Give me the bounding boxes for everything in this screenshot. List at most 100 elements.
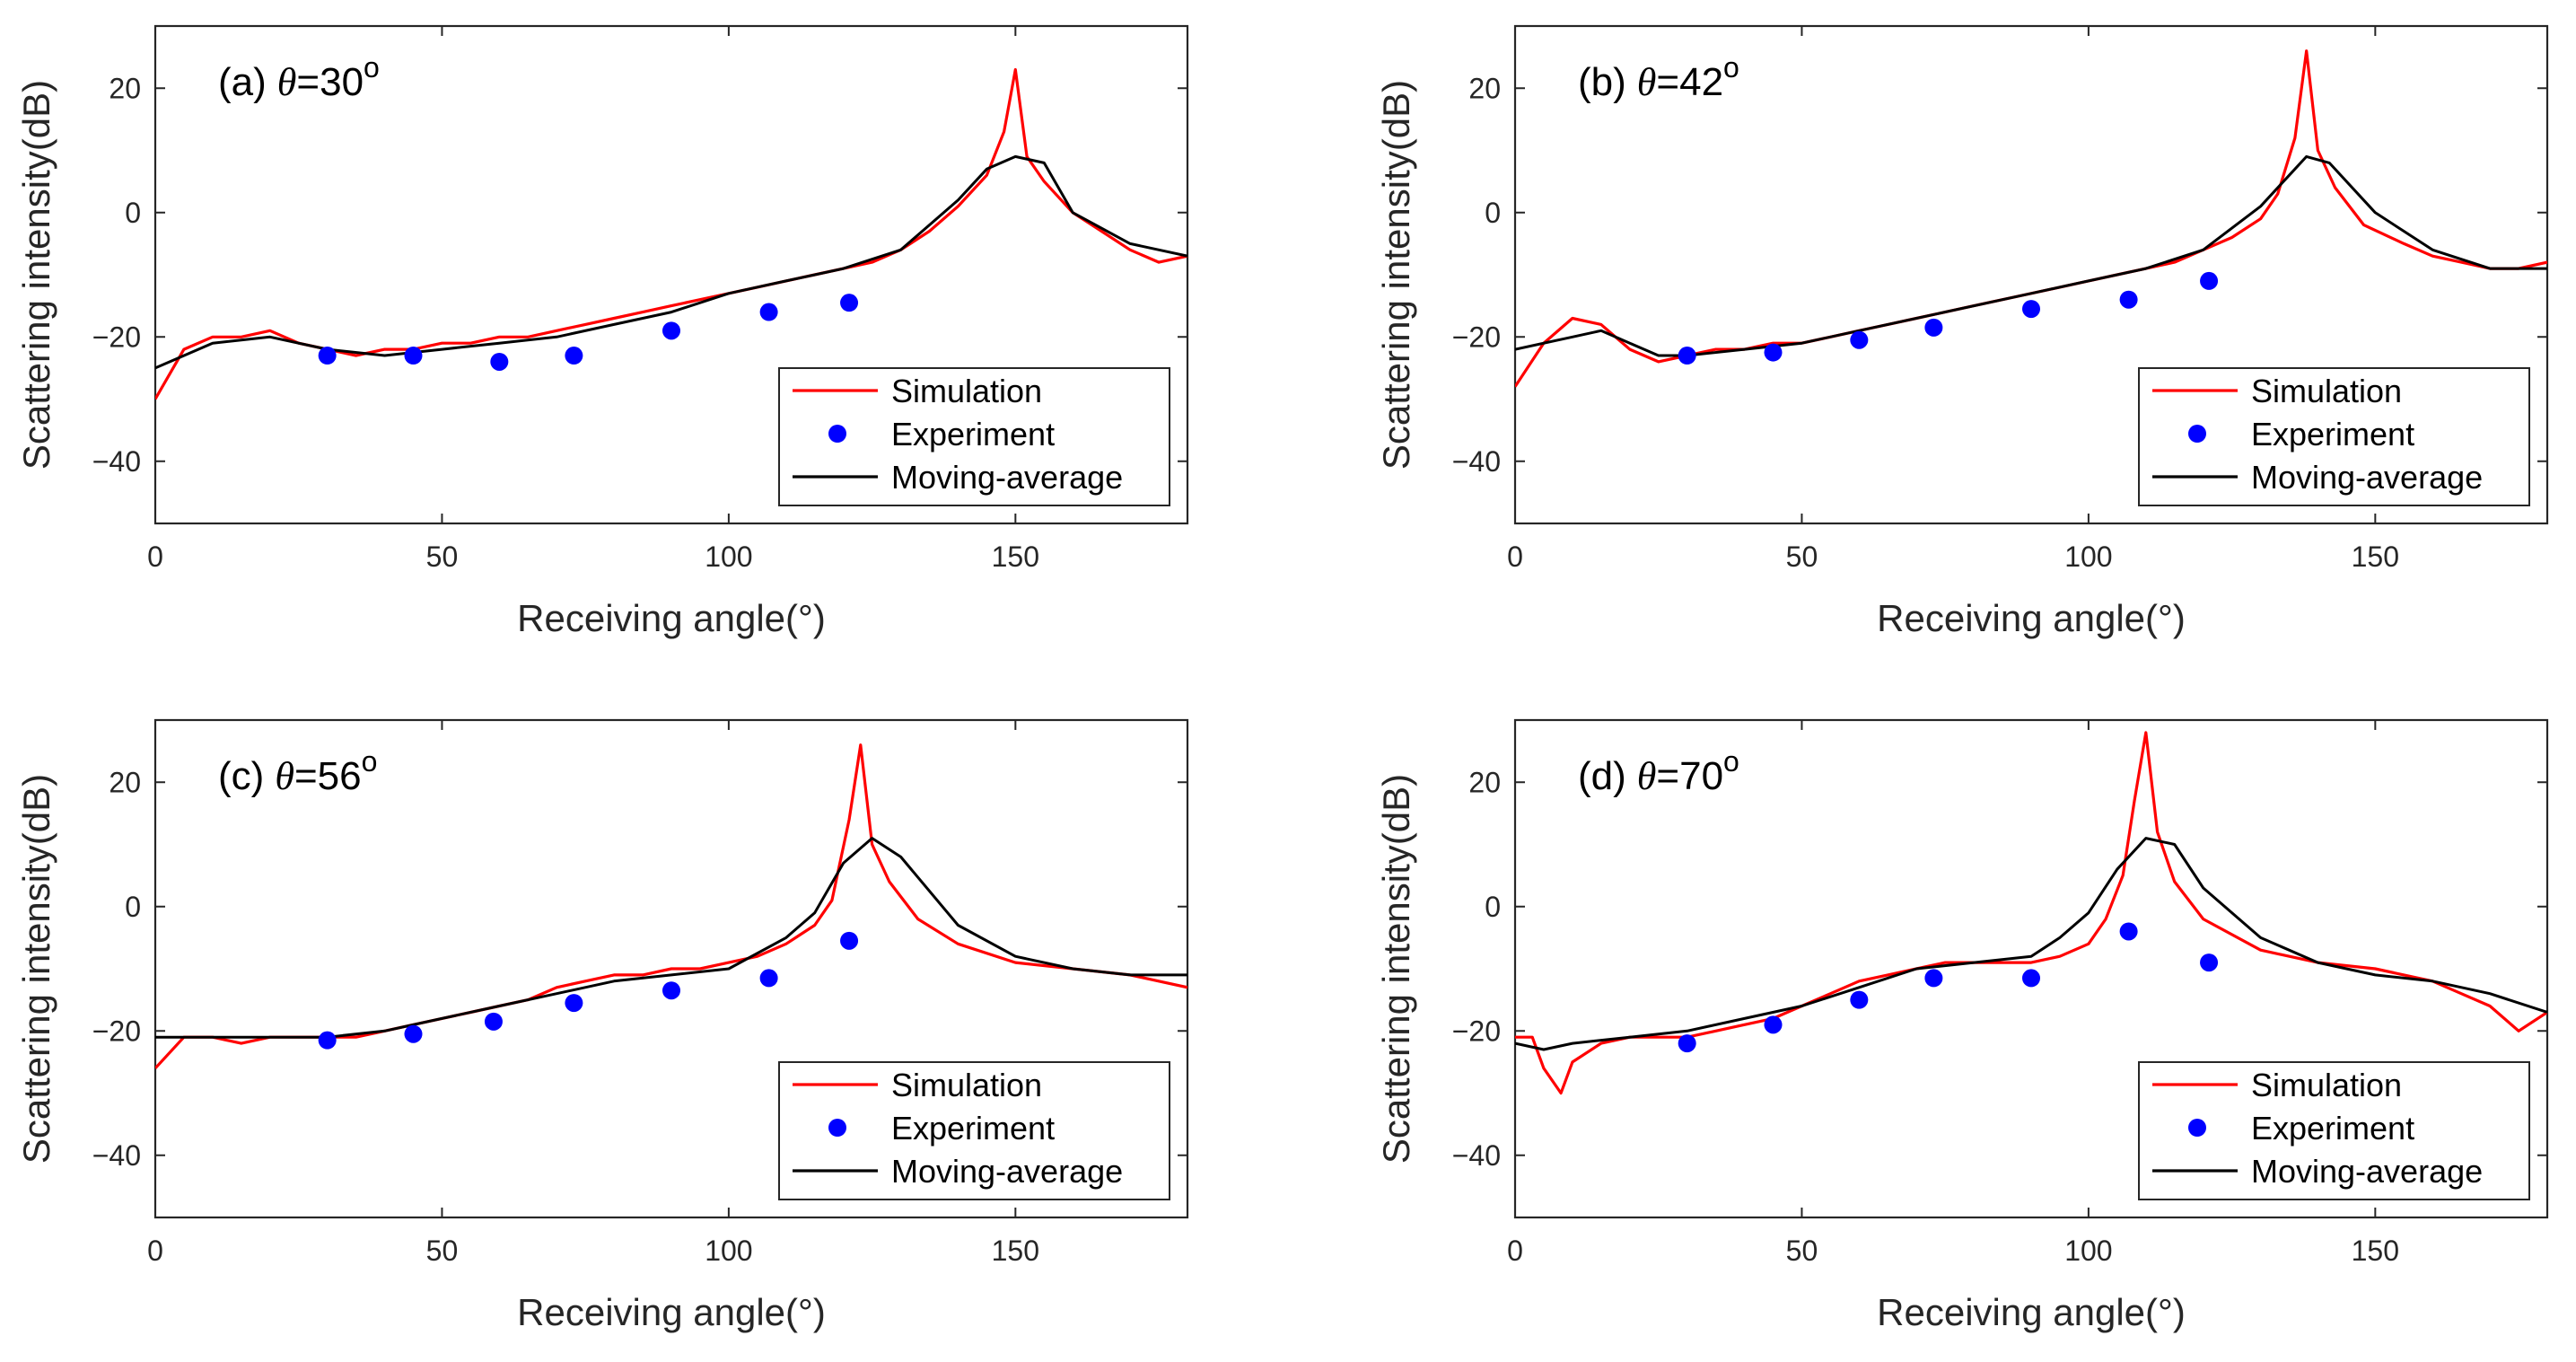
legend-entry-label: Moving-average — [2251, 459, 2483, 496]
experiment-point — [565, 347, 583, 365]
theta-value: =56 — [294, 754, 362, 798]
panel-title: (c) θ=56o — [218, 745, 377, 798]
experiment-point — [1850, 330, 1869, 349]
legend-marker-experiment — [828, 425, 846, 443]
y-tick-label: −20 — [92, 321, 141, 353]
y-axis-label: Scattering intensity(dB) — [15, 80, 57, 470]
y-tick-label: 0 — [125, 197, 141, 229]
x-tick-label: 0 — [147, 1235, 163, 1267]
experiment-point — [1924, 318, 1943, 337]
x-tick-label: 0 — [1507, 1235, 1523, 1267]
moving-average-series-line — [155, 154, 1187, 370]
experiment-point — [404, 1024, 423, 1043]
x-tick-label: 0 — [147, 540, 163, 573]
moving-average-series-line — [155, 837, 1187, 1039]
experiment-point — [565, 994, 583, 1013]
legend: Simulation Experiment Moving-average — [2138, 1061, 2530, 1200]
panel-label: (c) — [218, 754, 264, 798]
x-tick-label: 100 — [2064, 1235, 2112, 1267]
experiment-point — [1924, 969, 1943, 988]
experiment-point — [318, 347, 337, 365]
x-axis-label: Receiving angle(°) — [1877, 1291, 2186, 1333]
legend-entry-label: Moving-average — [891, 1153, 1123, 1190]
x-tick-label: 50 — [1786, 540, 1818, 573]
legend: Simulation Experiment Moving-average — [778, 1061, 1170, 1200]
x-tick-label: 100 — [705, 540, 752, 573]
x-tick-label: 150 — [992, 1235, 1039, 1267]
x-axis-label: Receiving angle(°) — [517, 597, 826, 639]
plot-area — [155, 67, 1187, 400]
theta-value: =42 — [1656, 60, 1723, 104]
x-tick-label: 50 — [1786, 1235, 1818, 1267]
panel-title: (b) θ=42o — [1578, 51, 1739, 104]
plot-area — [155, 743, 1187, 1069]
plot-area — [1515, 49, 2547, 388]
experiment-point — [840, 931, 859, 950]
x-tick-label: 100 — [2064, 540, 2112, 573]
theta-value: =30 — [296, 60, 364, 104]
theta-symbol: θ — [1637, 754, 1657, 798]
experiment-point — [2119, 922, 2138, 941]
experiment-point — [1678, 347, 1696, 365]
y-tick-label: −20 — [92, 1015, 141, 1047]
y-axis-label: Scattering intensity(dB) — [1375, 774, 1417, 1164]
y-tick-label: 0 — [1485, 197, 1501, 229]
legend-entry-label: Experiment — [2251, 1110, 2414, 1147]
y-tick-label: −40 — [92, 1139, 141, 1172]
experiment-point — [490, 352, 509, 371]
experiment-point — [1764, 343, 1783, 362]
x-axis-label: Receiving angle(°) — [517, 1291, 826, 1333]
theta-symbol: θ — [1637, 60, 1657, 104]
panel-title: (a) θ=30o — [218, 51, 380, 104]
y-tick-label: 20 — [1468, 766, 1501, 798]
legend: Simulation Experiment Moving-average — [2138, 367, 2530, 506]
x-tick-label: 50 — [426, 1235, 459, 1267]
experiment-point — [1678, 1034, 1696, 1053]
panel-c: 0 50 100 150 −40 −20 0 20 Receiving angle(°) Scat… — [15, 718, 1189, 1333]
theta-degree-superscript: o — [1723, 745, 1739, 778]
y-tick-label: −20 — [1452, 321, 1501, 353]
panel-label: (b) — [1578, 60, 1626, 104]
experiment-point — [2200, 271, 2219, 290]
theta-degree-superscript: o — [362, 745, 378, 778]
panel-label: (d) — [1578, 754, 1626, 798]
experiment-point — [484, 1012, 503, 1031]
legend-entry-label: Simulation — [2251, 373, 2402, 409]
x-tick-label: 100 — [705, 1235, 752, 1267]
experiment-point — [2022, 969, 2040, 988]
x-tick-label: 150 — [2352, 1235, 2399, 1267]
x-tick-label: 50 — [426, 540, 459, 573]
legend-entry-label: Experiment — [891, 416, 1055, 453]
panel-a: 0 50 100 150 −40 −20 0 20 Receiving angle(°) Scat… — [15, 24, 1189, 639]
legend-entry-label: Experiment — [2251, 416, 2414, 453]
experiment-point — [404, 347, 423, 365]
legend-entry-label: Moving-average — [2251, 1153, 2483, 1190]
panel-title: (d) θ=70o — [1578, 745, 1739, 798]
legend-entry-label: Moving-average — [891, 459, 1123, 496]
x-tick-label: 0 — [1507, 540, 1523, 573]
experiment-point — [759, 969, 778, 988]
y-tick-label: 0 — [125, 891, 141, 923]
moving-average-series-line — [1515, 837, 2547, 1051]
panel-b: 0 50 100 150 −40 −20 0 20 Receiving angle(°) Scat… — [1375, 24, 2549, 639]
experiment-point — [318, 1031, 337, 1050]
legend-marker-experiment — [828, 1119, 846, 1137]
y-tick-label: 20 — [109, 72, 141, 104]
y-tick-label: −40 — [1452, 1139, 1501, 1172]
legend-entry-label: Simulation — [891, 1067, 1042, 1103]
legend-entry-label: Simulation — [891, 373, 1042, 409]
legend-entry-label: Simulation — [2251, 1067, 2402, 1103]
x-axis-label: Receiving angle(°) — [1877, 597, 2186, 639]
moving-average-series-line — [1515, 154, 2547, 357]
y-axis-label: Scattering intensity(dB) — [1375, 80, 1417, 470]
y-tick-label: 20 — [1468, 72, 1501, 104]
x-tick-label: 150 — [2352, 540, 2399, 573]
theta-degree-superscript: o — [1723, 51, 1739, 83]
experiment-point — [840, 294, 859, 312]
theta-symbol: θ — [275, 754, 294, 798]
y-tick-label: 20 — [109, 766, 141, 798]
y-tick-label: −40 — [92, 445, 141, 478]
x-tick-label: 150 — [992, 540, 1039, 573]
legend: Simulation Experiment Moving-average — [778, 367, 1170, 506]
experiment-point — [1764, 1015, 1783, 1034]
